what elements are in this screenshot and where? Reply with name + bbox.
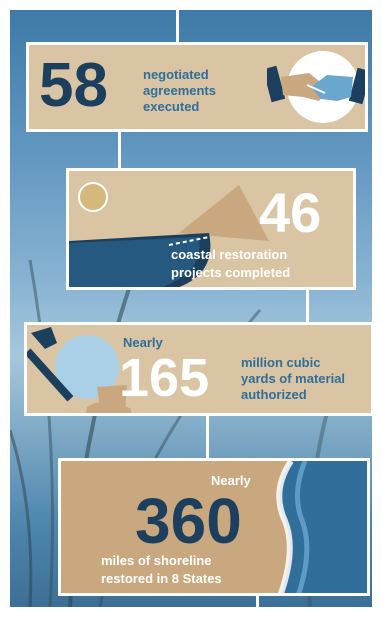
stat-label-line: coastal restoration (171, 247, 288, 262)
stat-number: 46 (259, 181, 322, 244)
shoreline-icon (276, 461, 367, 593)
stat-label-line: restored in 8 States (101, 571, 222, 586)
connector-line (118, 128, 121, 170)
stat-prefix: Nearly (123, 335, 163, 350)
infographic: 58 negotiated agreements executed 46 coa… (10, 10, 372, 607)
stat-label-line: negotiated (143, 67, 209, 82)
stat-label-line: executed (143, 99, 200, 114)
stat-label-line: agreements (143, 83, 216, 98)
connector-line (306, 288, 309, 324)
stat-panel-shoreline: Nearly 360 miles of shoreline restored i… (58, 458, 370, 596)
stat-number: 58 (39, 51, 108, 120)
connector-line (256, 593, 259, 607)
stat-label-line: miles of shoreline (101, 553, 212, 568)
stat-panel-material: Nearly 165 million cubic yards of materi… (24, 322, 372, 416)
stat-number: 165 (119, 348, 210, 408)
stat-label-line: authorized (241, 387, 307, 402)
stat-label-line: yards of material (241, 371, 346, 386)
stat-panel-restoration: 46 coastal restoration projects complete… (66, 168, 356, 290)
connector-line (176, 10, 179, 46)
shovel-icon (27, 327, 131, 413)
stat-panel-agreements: 58 negotiated agreements executed (26, 42, 368, 132)
connector-line (206, 412, 209, 460)
stat-label-line: projects completed (171, 265, 291, 280)
stat-prefix: Nearly (211, 473, 251, 488)
stat-label-line: million cubic (241, 355, 321, 370)
stat-number: 360 (135, 485, 242, 557)
handshake-icon (267, 51, 365, 123)
coastline-sun-icon (69, 182, 269, 287)
